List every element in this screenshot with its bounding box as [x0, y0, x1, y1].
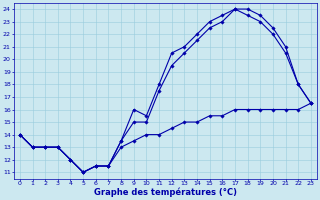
X-axis label: Graphe des températures (°C): Graphe des températures (°C) — [94, 188, 237, 197]
